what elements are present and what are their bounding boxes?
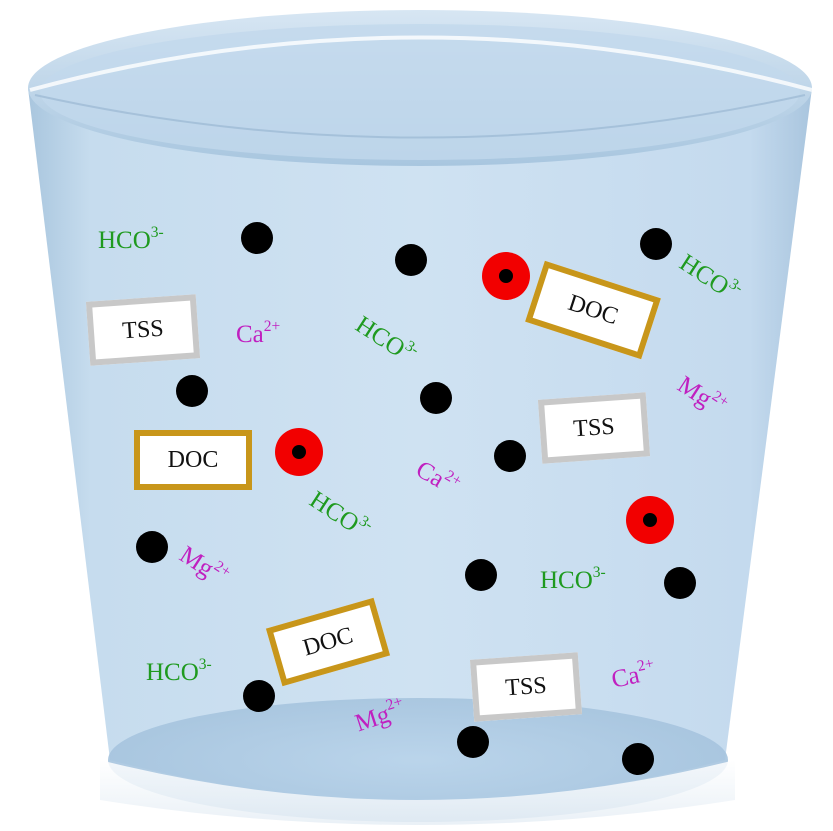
beaker-base-highlight: [100, 760, 735, 825]
tss-box: TSS: [85, 294, 201, 366]
tss-box: TSS: [537, 392, 651, 464]
particle-dot: [395, 244, 427, 276]
particle-dot: [664, 567, 696, 599]
bicarbonate-label: HCO3-: [540, 563, 606, 594]
particle-dot: [494, 440, 526, 472]
bicarbonate-label: HCO3-: [98, 223, 164, 254]
particle-dot: [243, 680, 275, 712]
tss-box: TSS: [469, 652, 583, 722]
particle-dot: [420, 382, 452, 414]
doc-box: DOC: [134, 430, 252, 490]
particle-dot: [465, 559, 497, 591]
organic-particle: [275, 428, 323, 476]
particle-dot: [241, 222, 273, 254]
organic-particle: [482, 252, 530, 300]
bicarbonate-label: HCO3-: [146, 655, 212, 686]
particle-dot: [176, 375, 208, 407]
particle-dot: [640, 228, 672, 260]
beaker-body: [28, 88, 812, 801]
particle-dot: [136, 531, 168, 563]
calcium-label: Ca2+: [236, 317, 281, 348]
particle-dot: [457, 726, 489, 758]
organic-particle: [626, 496, 674, 544]
particle-dot: [622, 743, 654, 775]
